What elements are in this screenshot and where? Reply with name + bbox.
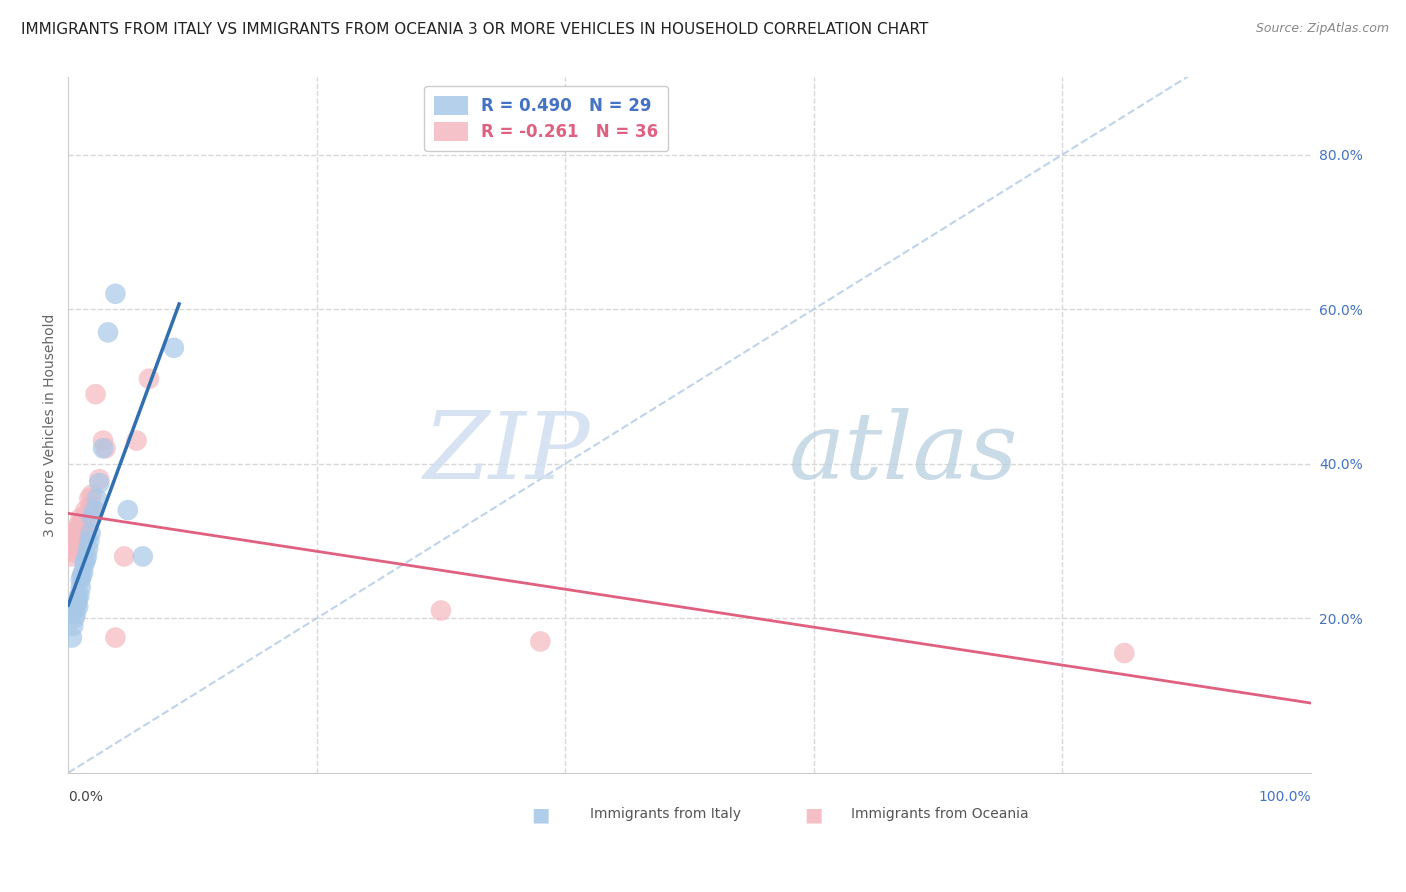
Point	[104, 631, 127, 645]
Point	[117, 503, 139, 517]
Point	[77, 541, 100, 556]
Point	[62, 530, 84, 544]
Text: 0.0%: 0.0%	[69, 790, 103, 805]
Point	[75, 503, 97, 517]
Point	[163, 341, 186, 355]
Point	[65, 538, 87, 552]
Point	[63, 545, 86, 559]
Point	[63, 611, 86, 625]
Point	[89, 472, 111, 486]
Point	[79, 491, 101, 506]
Point	[66, 523, 89, 537]
Point	[79, 533, 101, 548]
Text: atlas: atlas	[789, 408, 1018, 498]
Text: Source: ZipAtlas.com: Source: ZipAtlas.com	[1256, 22, 1389, 36]
Point	[94, 442, 117, 456]
Text: 100.0%: 100.0%	[1258, 790, 1310, 805]
Y-axis label: 3 or more Vehicles in Household: 3 or more Vehicles in Household	[44, 313, 58, 537]
Point	[1114, 646, 1136, 660]
Point	[91, 434, 114, 448]
Text: Immigrants from Italy: Immigrants from Italy	[591, 807, 741, 822]
Point	[86, 491, 108, 506]
Point	[65, 599, 87, 614]
Point	[69, 511, 91, 525]
Point	[69, 573, 91, 587]
Point	[73, 557, 96, 571]
Point	[70, 515, 93, 529]
Point	[430, 603, 453, 617]
Point	[112, 549, 135, 564]
Point	[67, 518, 90, 533]
Point	[79, 500, 101, 514]
Point	[67, 599, 90, 614]
Point	[79, 526, 101, 541]
Point	[60, 541, 83, 556]
Point	[67, 530, 90, 544]
Point	[89, 476, 111, 491]
Point	[83, 503, 105, 517]
Point	[138, 372, 160, 386]
Point	[62, 538, 84, 552]
Point	[67, 591, 90, 606]
Text: ZIP: ZIP	[423, 408, 591, 498]
Point	[75, 553, 97, 567]
Text: IMMIGRANTS FROM ITALY VS IMMIGRANTS FROM OCEANIA 3 OR MORE VEHICLES IN HOUSEHOLD: IMMIGRANTS FROM ITALY VS IMMIGRANTS FROM…	[21, 22, 928, 37]
Point	[104, 286, 127, 301]
Text: ■: ■	[804, 805, 823, 824]
Point	[73, 511, 96, 525]
Legend: R = 0.490   N = 29, R = -0.261   N = 36: R = 0.490 N = 29, R = -0.261 N = 36	[425, 86, 668, 151]
Point	[62, 619, 84, 633]
Point	[80, 511, 103, 525]
Point	[76, 518, 98, 533]
Point	[63, 533, 86, 548]
Text: ■: ■	[531, 805, 550, 824]
Point	[84, 387, 107, 401]
Point	[67, 526, 90, 541]
Point	[125, 434, 148, 448]
Point	[132, 549, 155, 564]
Point	[60, 631, 83, 645]
Point	[82, 503, 104, 517]
Point	[66, 533, 89, 548]
Point	[66, 596, 89, 610]
Point	[529, 634, 551, 648]
Point	[76, 549, 98, 564]
Point	[65, 607, 87, 622]
Point	[97, 326, 120, 340]
Point	[80, 488, 103, 502]
Point	[59, 549, 82, 564]
Point	[69, 580, 91, 594]
Point	[72, 523, 94, 537]
Point	[69, 518, 91, 533]
Point	[70, 568, 93, 582]
Point	[77, 507, 100, 521]
Point	[67, 588, 90, 602]
Point	[91, 442, 114, 456]
Text: Immigrants from Oceania: Immigrants from Oceania	[851, 807, 1029, 822]
Point	[65, 526, 87, 541]
Point	[72, 565, 94, 579]
